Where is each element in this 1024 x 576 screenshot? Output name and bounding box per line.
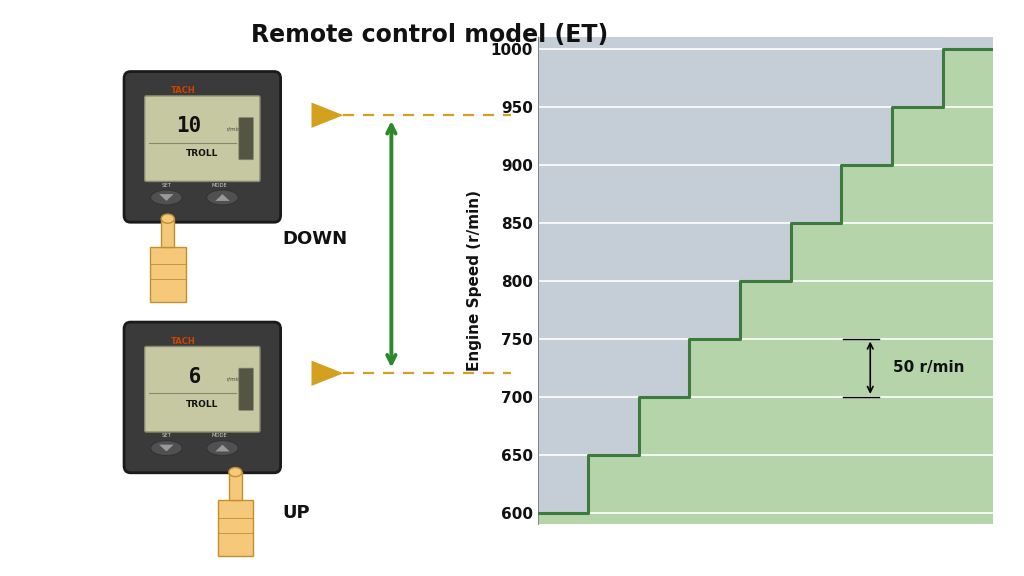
Polygon shape bbox=[228, 472, 242, 500]
Polygon shape bbox=[215, 194, 229, 201]
FancyBboxPatch shape bbox=[144, 96, 260, 181]
Text: 10: 10 bbox=[176, 116, 202, 137]
FancyBboxPatch shape bbox=[124, 322, 281, 473]
FancyBboxPatch shape bbox=[124, 71, 281, 222]
Ellipse shape bbox=[228, 468, 242, 477]
Polygon shape bbox=[311, 103, 343, 128]
Polygon shape bbox=[217, 500, 253, 556]
Ellipse shape bbox=[151, 441, 182, 456]
Ellipse shape bbox=[161, 214, 174, 223]
Ellipse shape bbox=[151, 190, 182, 205]
Text: TACH: TACH bbox=[171, 86, 196, 95]
Text: MODE: MODE bbox=[212, 183, 227, 188]
Text: 50 r/min: 50 r/min bbox=[893, 360, 965, 375]
Ellipse shape bbox=[207, 441, 239, 456]
Ellipse shape bbox=[207, 190, 239, 205]
Text: SET: SET bbox=[162, 433, 171, 438]
Text: r/min: r/min bbox=[226, 377, 241, 382]
Polygon shape bbox=[150, 247, 185, 302]
FancyBboxPatch shape bbox=[239, 118, 253, 160]
Text: DOWN: DOWN bbox=[283, 230, 347, 248]
FancyBboxPatch shape bbox=[239, 368, 253, 410]
Text: 6: 6 bbox=[176, 367, 202, 387]
Polygon shape bbox=[159, 445, 174, 452]
Text: Remote control model (ET): Remote control model (ET) bbox=[252, 23, 608, 47]
Text: TROLL: TROLL bbox=[186, 400, 218, 408]
Polygon shape bbox=[159, 194, 174, 201]
Text: TROLL: TROLL bbox=[186, 149, 218, 158]
Text: r/min: r/min bbox=[226, 126, 241, 131]
Polygon shape bbox=[215, 445, 229, 452]
Text: UP: UP bbox=[283, 503, 310, 522]
FancyBboxPatch shape bbox=[144, 346, 260, 432]
Polygon shape bbox=[538, 49, 993, 524]
Text: SET: SET bbox=[162, 183, 171, 188]
Polygon shape bbox=[311, 361, 343, 386]
Text: TACH: TACH bbox=[171, 337, 196, 346]
Polygon shape bbox=[161, 219, 174, 247]
Text: MODE: MODE bbox=[212, 433, 227, 438]
Y-axis label: Engine Speed (r/min): Engine Speed (r/min) bbox=[467, 190, 482, 372]
